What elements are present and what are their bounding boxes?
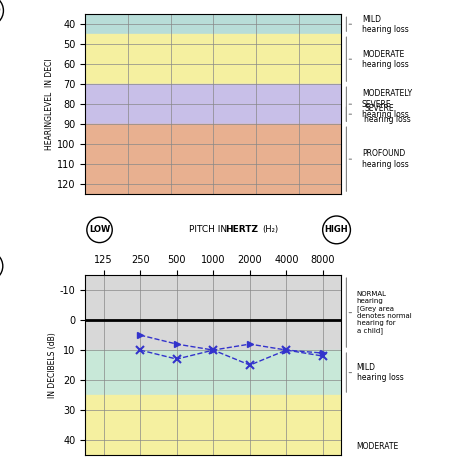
Text: MILD
hearing loss: MILD hearing loss (356, 363, 403, 382)
Text: LOUD: LOUD (0, 6, 1, 15)
Text: NORMAL
hearing
[Grey area
denotes normal
hearing for
a child]: NORMAL hearing [Grey area denotes normal… (356, 292, 411, 334)
Y-axis label: IN DECIBELS (dB): IN DECIBELS (dB) (48, 332, 57, 398)
Text: SEVERE
hearing loss: SEVERE hearing loss (365, 104, 411, 124)
Bar (85, 395, 341, 440)
Bar (85, 124, 341, 194)
Text: PROFOUND
hearing loss: PROFOUND hearing loss (362, 149, 409, 169)
Bar (85, 14, 341, 34)
Y-axis label: HEARINGLEVEL  IN DECI: HEARINGLEVEL IN DECI (46, 58, 55, 150)
Bar (85, 275, 341, 350)
Bar (85, 440, 341, 455)
Text: MODERATE
hearing loss: MODERATE hearing loss (362, 49, 409, 69)
Text: HIGH: HIGH (325, 226, 348, 234)
Text: MODERATELY
SEVERE
hearing loss: MODERATELY SEVERE hearing loss (362, 89, 412, 119)
Text: (H₂): (H₂) (262, 226, 278, 234)
Text: LOW: LOW (89, 226, 110, 234)
Text: HERTZ: HERTZ (225, 226, 258, 234)
Text: MODERATE: MODERATE (356, 442, 399, 451)
Bar (85, 350, 341, 395)
Bar (85, 84, 341, 124)
Bar (85, 34, 341, 84)
Text: MILD
hearing loss: MILD hearing loss (362, 15, 409, 34)
Text: PITCH IN: PITCH IN (190, 226, 228, 234)
